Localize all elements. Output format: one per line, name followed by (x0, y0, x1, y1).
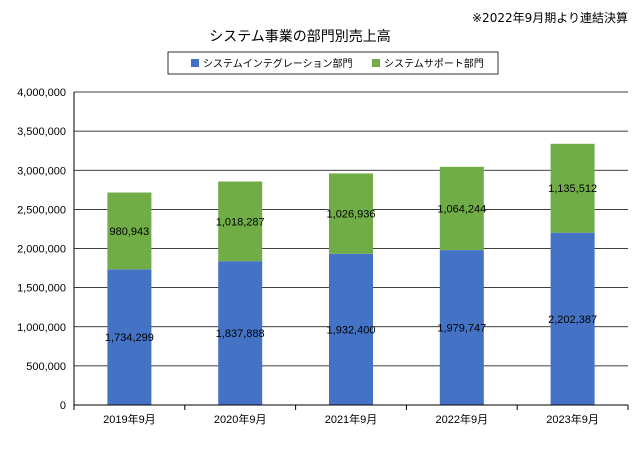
y-tick-label: 2,000,000 (17, 244, 66, 256)
x-tick-label: 2019年9月 (103, 412, 156, 426)
legend-box (167, 51, 499, 75)
legend: システムインテグレーション部門 システムサポート部門 (167, 51, 499, 75)
bar-systemintegration (218, 261, 263, 405)
chart-note: ※2022年9月期より連結決算 (472, 11, 628, 25)
bar-systemsupport (218, 181, 263, 262)
axes: 0 500,000 1,000,000 1,500,000 2,000,000 2,500… (17, 87, 629, 426)
data-labels: 1,734,299 980,943 1,837,888 1,018,287 1,932,… (105, 183, 597, 344)
data-label: 1,734,299 (105, 332, 154, 344)
data-label: 1,018,287 (216, 216, 265, 228)
y-tick-label: 1,000,000 (17, 322, 66, 334)
y-tick-label: 3,500,000 (17, 126, 66, 138)
bar-systemsupport (107, 192, 152, 270)
bar-systemintegration (107, 269, 152, 405)
y-tick-label: 2,500,000 (17, 204, 66, 216)
y-tick-label: 4,000,000 (17, 87, 66, 99)
legend-label: システムインテグレーション部門 (203, 57, 353, 70)
data-label: 2,202,387 (548, 314, 597, 326)
y-tick-label: 1,500,000 (17, 283, 66, 295)
bar-systemintegration (329, 253, 373, 405)
legend-label: システムサポート部門 (384, 57, 484, 70)
x-tick-label: 2020年9月 (214, 412, 267, 426)
y-tick-label: 3,000,000 (17, 165, 66, 177)
data-label: 1,064,244 (437, 203, 486, 215)
bar-systemintegration (439, 250, 484, 405)
data-label: 1,932,400 (327, 324, 376, 336)
legend-swatch (372, 59, 380, 67)
x-tick-label: 2023年9月 (546, 412, 599, 426)
legend-swatch (191, 59, 199, 67)
data-label: 980,943 (110, 226, 150, 238)
bar-systemsupport (550, 143, 595, 233)
bars (107, 143, 595, 405)
data-label: 1,135,512 (548, 183, 597, 195)
x-tick-label: 2021年9月 (325, 412, 378, 426)
chart-title: システム事業の部門別売上高 (209, 29, 391, 45)
bar-systemintegration (550, 232, 595, 405)
bar-systemsupport (329, 173, 373, 254)
data-label: 1,837,888 (216, 328, 265, 340)
bar-systemsupport (439, 166, 484, 251)
y-tick-label: 500,000 (26, 361, 66, 373)
x-tick-label: 2022年9月 (436, 412, 489, 426)
y-tick-label: 0 (60, 400, 66, 412)
data-label: 1,026,936 (327, 209, 376, 221)
data-label: 1,979,747 (437, 323, 486, 335)
